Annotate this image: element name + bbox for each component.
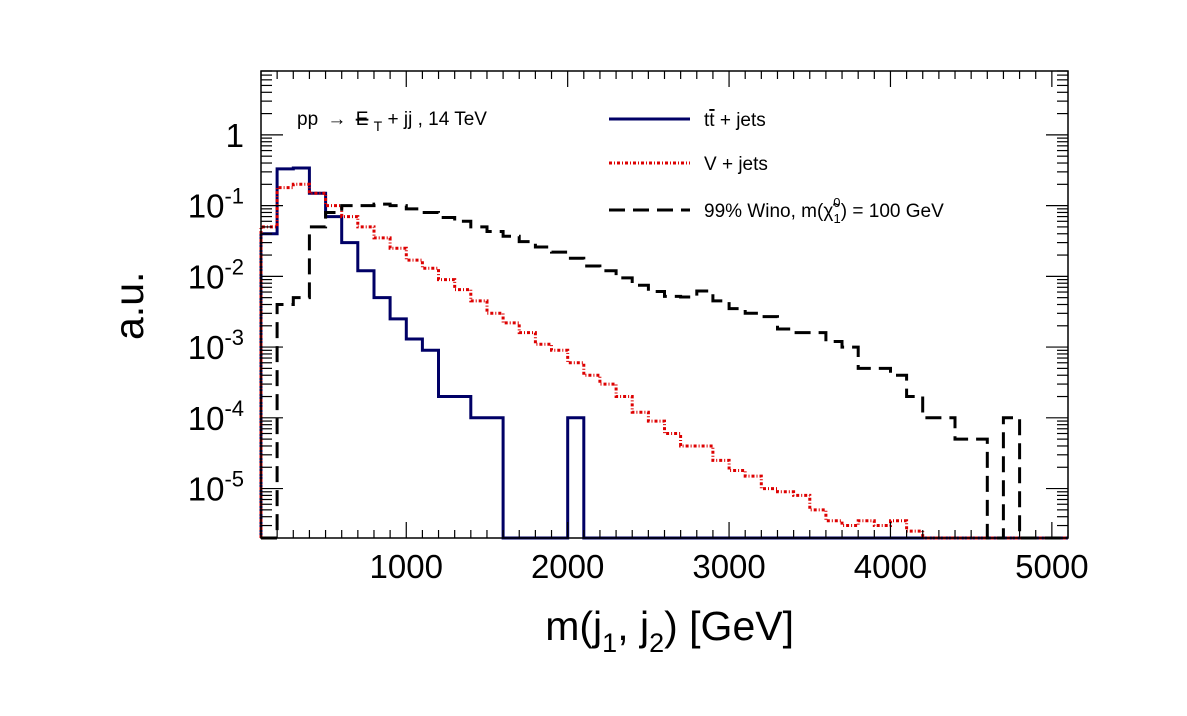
annotation-arrow: → — [327, 109, 346, 130]
y-tick-label: 10-2 — [188, 254, 244, 295]
annotation-prefix: pp — [297, 109, 318, 130]
xlabel-sub1: 1 — [602, 628, 617, 658]
legend-label-wino: 99% Wino, m(χ̃0 1) = 100 GeV — [704, 195, 944, 226]
y-axis-title: a.u. — [106, 272, 152, 340]
y-tick-label: 10-5 — [188, 467, 244, 508]
y-tick-label: 10-1 — [188, 184, 244, 225]
legend-wino-sub: 1 — [834, 211, 841, 226]
x-tick-label: 4000 — [854, 548, 927, 585]
xlabel-mid: , j — [617, 603, 649, 649]
series-line-3 — [261, 202, 1068, 540]
legend-ttbar-tbar: t — [709, 110, 715, 131]
annotation-met: E — [356, 109, 369, 130]
legend: tt + jets V + jets 99% Wino, m(χ̃0 1) = 1… — [609, 110, 944, 226]
legend-ttbar-rest: + jets — [715, 110, 766, 131]
y-tick-label: 10-3 — [188, 325, 244, 366]
y-tick-label: 10-4 — [188, 396, 244, 437]
legend-label-vjets: V + jets — [704, 154, 768, 175]
xlabel-suffix: ) [GeV] — [664, 603, 794, 649]
x-axis-title: m(j1, j2) [GeV] — [545, 603, 794, 658]
process-annotation: pp → E T + jj , 14 TeV — [297, 109, 487, 136]
y-tick-label: 1 — [226, 117, 244, 154]
legend-label-ttbar: tt + jets — [704, 110, 766, 131]
legend-ttbar-t: t — [704, 110, 710, 131]
xlabel-sub2: 2 — [649, 628, 664, 658]
xlabel-prefix: m(j — [545, 603, 602, 649]
y-axis: 1 10-1 10-2 10-3 10-4 10-5 — [188, 70, 1068, 539]
x-tick-label: 2000 — [531, 548, 604, 585]
legend-wino-post: ) = 100 GeV — [841, 201, 944, 222]
annotation-met-sub: T — [374, 118, 383, 134]
x-tick-label: 1000 — [370, 548, 443, 585]
annotation-suffix: + jj , 14 TeV — [388, 109, 488, 130]
legend-wino-sup: 0 — [833, 195, 840, 210]
x-tick-label: 3000 — [692, 548, 765, 585]
x-axis: 1000 2000 3000 4000 5000 — [260, 71, 1089, 585]
legend-wino-pre: 99% Wino, m( — [704, 201, 824, 222]
x-tick-label: 5000 — [1015, 548, 1088, 585]
series-line-2 — [259, 182, 1068, 540]
